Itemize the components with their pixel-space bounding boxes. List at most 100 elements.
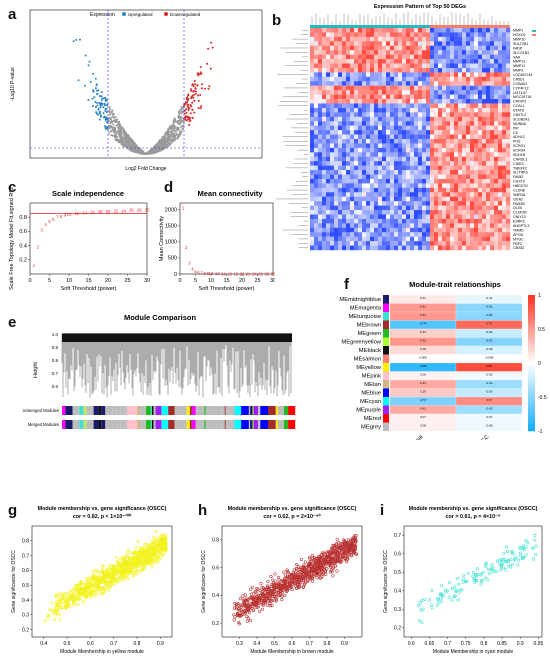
- heatmap-cell: [386, 32, 391, 38]
- heatmap-cell: [382, 103, 387, 109]
- heatmap-cell: [482, 32, 487, 38]
- heatmap-cell: [394, 50, 399, 55]
- heatmap-cell: [398, 134, 403, 140]
- heatmap-cell: [374, 232, 379, 237]
- heatmap-cell: [342, 59, 347, 64]
- volcano-point: [110, 134, 113, 137]
- heatmap-cell: [318, 116, 323, 122]
- heatmap-cell: [434, 147, 439, 153]
- heatmap-cell: [330, 218, 335, 224]
- heatmap-cell: [350, 205, 355, 211]
- heatmap-cell: [330, 99, 335, 104]
- heatmap-cell: [326, 121, 331, 126]
- y-tick-label: 0.6: [22, 568, 29, 574]
- heatmap-cell: [462, 72, 467, 78]
- volcano-point: [94, 77, 97, 80]
- heatmap-cell: [478, 125, 483, 131]
- heatmap-cell: [450, 183, 455, 189]
- volcano-point: [131, 145, 133, 148]
- heatmap-cell: [330, 107, 335, 113]
- heatmap-cell: [346, 36, 351, 42]
- heatmap-cell: [398, 81, 403, 86]
- heatmap-cell: [390, 121, 395, 126]
- row-label: MEmidnightblue: [339, 297, 381, 303]
- heatmap-cell: [474, 174, 479, 180]
- heatmap-cell: [470, 201, 475, 206]
- heatmap-cell: [374, 156, 379, 162]
- module-color-cell: [137, 420, 141, 429]
- heatmap-cell: [310, 125, 315, 131]
- heatmap-cell: [318, 59, 323, 64]
- heatmap-cell: [410, 210, 415, 215]
- heatmap-cell: [398, 50, 403, 55]
- heatmap-cell: [502, 170, 507, 175]
- y-tick-label: 0.4: [19, 243, 27, 249]
- volcano-point: [117, 121, 120, 124]
- heatmap-cell: [506, 50, 511, 55]
- heatmap-cell: [482, 67, 487, 73]
- heatmap-cell: [338, 178, 343, 184]
- heatmap-cell: [394, 205, 399, 211]
- heatmap-cell: [318, 85, 323, 91]
- heatmap-cell: [422, 165, 427, 171]
- heatmap-cell: [414, 187, 419, 193]
- heatmap-cell: [386, 134, 391, 140]
- heatmap-cell: [358, 116, 363, 122]
- gene-label: LOC652744: [513, 73, 532, 77]
- heatmap-cell: [410, 72, 415, 78]
- heatmap-cell: [358, 134, 363, 140]
- heatmap-cell: [458, 125, 463, 131]
- heatmap-cell: [386, 201, 391, 206]
- heatmap-cell: [498, 236, 503, 242]
- heatmap-cell: [474, 116, 479, 122]
- heatmap-cell: [394, 41, 399, 46]
- volcano-point: [104, 109, 107, 112]
- heatmap-cell: [406, 183, 411, 189]
- volcano-point: [101, 102, 104, 105]
- heatmap-cell: [462, 54, 467, 60]
- heatmap-cell: [370, 236, 375, 242]
- heatmap-cell: [486, 218, 491, 224]
- gene-label: MMP13: [513, 60, 525, 64]
- heatmap-cell: [330, 161, 335, 166]
- heatmap-cell: [382, 72, 387, 78]
- heatmap-cell: [410, 192, 415, 197]
- heatmap-cell: [354, 205, 359, 211]
- heatmap-cell: [374, 161, 379, 166]
- heatmap-cell: [314, 130, 319, 135]
- heatmap-cell: [422, 121, 427, 126]
- module-color-cell: [150, 406, 153, 415]
- heatmap-cell: [366, 218, 371, 224]
- volcano-point: [206, 62, 209, 65]
- heatmap-cell: [438, 72, 443, 78]
- heatmap-cell: [402, 67, 407, 73]
- heatmap-cell: [338, 139, 343, 144]
- heatmap-cell: [338, 45, 343, 51]
- heatmap-cell: [326, 214, 331, 220]
- volcano-point: [176, 126, 179, 129]
- module-color-cell: [248, 406, 250, 415]
- heatmap-cell: [354, 121, 359, 126]
- heatmap-cell: [330, 232, 335, 237]
- heatmap-cell: [494, 41, 499, 46]
- volcano-point: [180, 130, 183, 133]
- data-point-label: 12: [74, 211, 79, 216]
- module-color-cell: [152, 420, 154, 429]
- heatmap-cell: [442, 125, 447, 131]
- heatmap-cell: [334, 130, 339, 135]
- heatmap-cell: [362, 156, 367, 162]
- heatmap-cell: [322, 107, 327, 113]
- heatmap-cell: [338, 152, 343, 157]
- heatmap-cell: [398, 94, 403, 100]
- heatmap-cell: [470, 174, 475, 180]
- heatmap-cell: [506, 205, 511, 211]
- heatmap-cell: [398, 227, 403, 233]
- heatmap-cell: [418, 214, 423, 220]
- heatmap-cell: [446, 192, 451, 197]
- row-label: MEgreenyellow: [341, 340, 381, 346]
- heatmap-cell: [466, 63, 471, 69]
- heatmap-cell: [386, 112, 391, 117]
- legend-swatch: [532, 34, 536, 36]
- heatmap-cell: [326, 45, 331, 51]
- heatmap-cell: [366, 156, 371, 162]
